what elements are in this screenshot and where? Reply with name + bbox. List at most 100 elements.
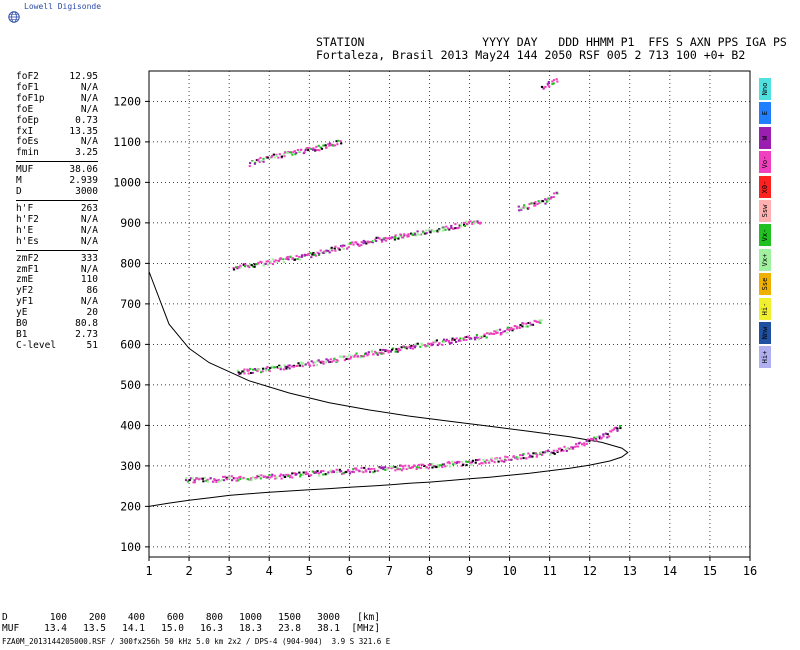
legend-label: W	[761, 135, 769, 140]
trace-point	[462, 339, 465, 342]
trace-point	[428, 228, 431, 231]
x-tick-label: 16	[743, 564, 757, 578]
trace-point	[598, 437, 601, 440]
trace-point	[507, 458, 511, 461]
trace-point	[309, 252, 312, 255]
trace-point	[306, 147, 309, 149]
trace-point	[264, 262, 267, 265]
trace-point	[286, 365, 289, 368]
parameter-name: B0	[16, 318, 28, 330]
trace-point	[298, 364, 301, 367]
trace-point	[243, 368, 246, 371]
trace-point	[255, 476, 258, 479]
legend-label: Ssw	[761, 204, 769, 218]
trace-point	[459, 337, 462, 340]
trace-point	[498, 457, 501, 460]
trace-point	[298, 255, 301, 258]
parameter-row: fxI 13.35	[16, 126, 98, 138]
trace-point	[346, 355, 349, 358]
parameter-row: fmin 3.25	[16, 147, 98, 159]
trace-point	[431, 466, 434, 469]
trace-point	[523, 204, 526, 207]
trace-point	[257, 474, 260, 477]
trace-point	[328, 144, 331, 147]
trace-point	[375, 240, 378, 242]
trace-point	[330, 246, 333, 249]
globe-icon	[8, 11, 20, 23]
trace-point	[403, 234, 406, 237]
parameter-name: h'F2	[16, 213, 39, 225]
trace-point	[215, 480, 218, 483]
trace-point	[384, 468, 387, 471]
trace-point	[536, 203, 539, 205]
trace-point	[436, 230, 439, 233]
trace-point	[276, 365, 279, 368]
trace-point	[497, 460, 500, 463]
plot-frame	[148, 70, 751, 558]
trace-point	[570, 446, 573, 449]
trace-point	[299, 473, 302, 476]
trace-point	[552, 449, 555, 452]
trace-point	[269, 476, 272, 479]
trace-point	[471, 221, 474, 224]
trace-point	[287, 475, 290, 478]
trace-point	[616, 427, 619, 430]
trace-point	[547, 197, 550, 200]
trace-point	[375, 352, 378, 355]
trace-point	[269, 261, 272, 264]
legend-swatch: Ssw	[759, 199, 771, 222]
trace-point	[236, 267, 239, 270]
parameter-row: foEs N/A	[16, 137, 98, 148]
trace-point	[276, 261, 279, 264]
parameter-row: h'F2 N/A	[16, 213, 98, 226]
trace-point	[230, 475, 233, 478]
trace-point	[539, 451, 542, 454]
trace-point	[508, 328, 511, 331]
trace-point	[235, 266, 238, 269]
parameter-name: C-level	[16, 339, 57, 351]
trace-point	[273, 260, 276, 263]
trace-point	[538, 321, 541, 324]
trace-point	[458, 460, 461, 463]
trace-point	[244, 263, 247, 266]
trace-point	[527, 452, 530, 455]
trace-point	[254, 369, 257, 372]
trace-point	[390, 465, 393, 468]
trace-point	[404, 346, 407, 349]
trace-point	[386, 468, 389, 471]
trace-point	[322, 251, 325, 254]
trace-point	[581, 443, 584, 446]
trace-point	[489, 332, 493, 335]
x-tick-label: 12	[583, 564, 597, 578]
trace-point	[498, 328, 502, 331]
trace-point	[319, 249, 322, 252]
trace-point	[513, 325, 517, 327]
trace-point	[283, 155, 286, 158]
y-tick-label: 900	[120, 216, 141, 230]
trace-point	[397, 349, 400, 352]
trace-point	[393, 235, 397, 238]
trace-point	[188, 479, 191, 481]
trace-point	[453, 338, 456, 341]
trace-point	[454, 223, 457, 226]
trace-point	[271, 154, 274, 157]
trace-point	[253, 162, 256, 165]
trace-point	[195, 477, 199, 480]
trace-point	[478, 463, 481, 465]
trace-point	[352, 468, 355, 470]
trace-point	[506, 328, 509, 331]
trace-point	[546, 451, 549, 454]
trace-point	[419, 467, 422, 470]
trace-point	[504, 455, 507, 458]
trace-point	[285, 256, 288, 259]
trace-point	[373, 470, 377, 473]
parameter-value: 0.73	[75, 114, 98, 126]
trace-point	[282, 474, 285, 477]
trace-point	[541, 453, 544, 456]
parameter-row: M 2.939	[16, 175, 98, 187]
trace-point	[360, 355, 363, 358]
trace-point	[397, 237, 400, 240]
trace-point	[539, 201, 542, 204]
trace-point	[441, 343, 444, 346]
trace-point	[217, 481, 220, 483]
